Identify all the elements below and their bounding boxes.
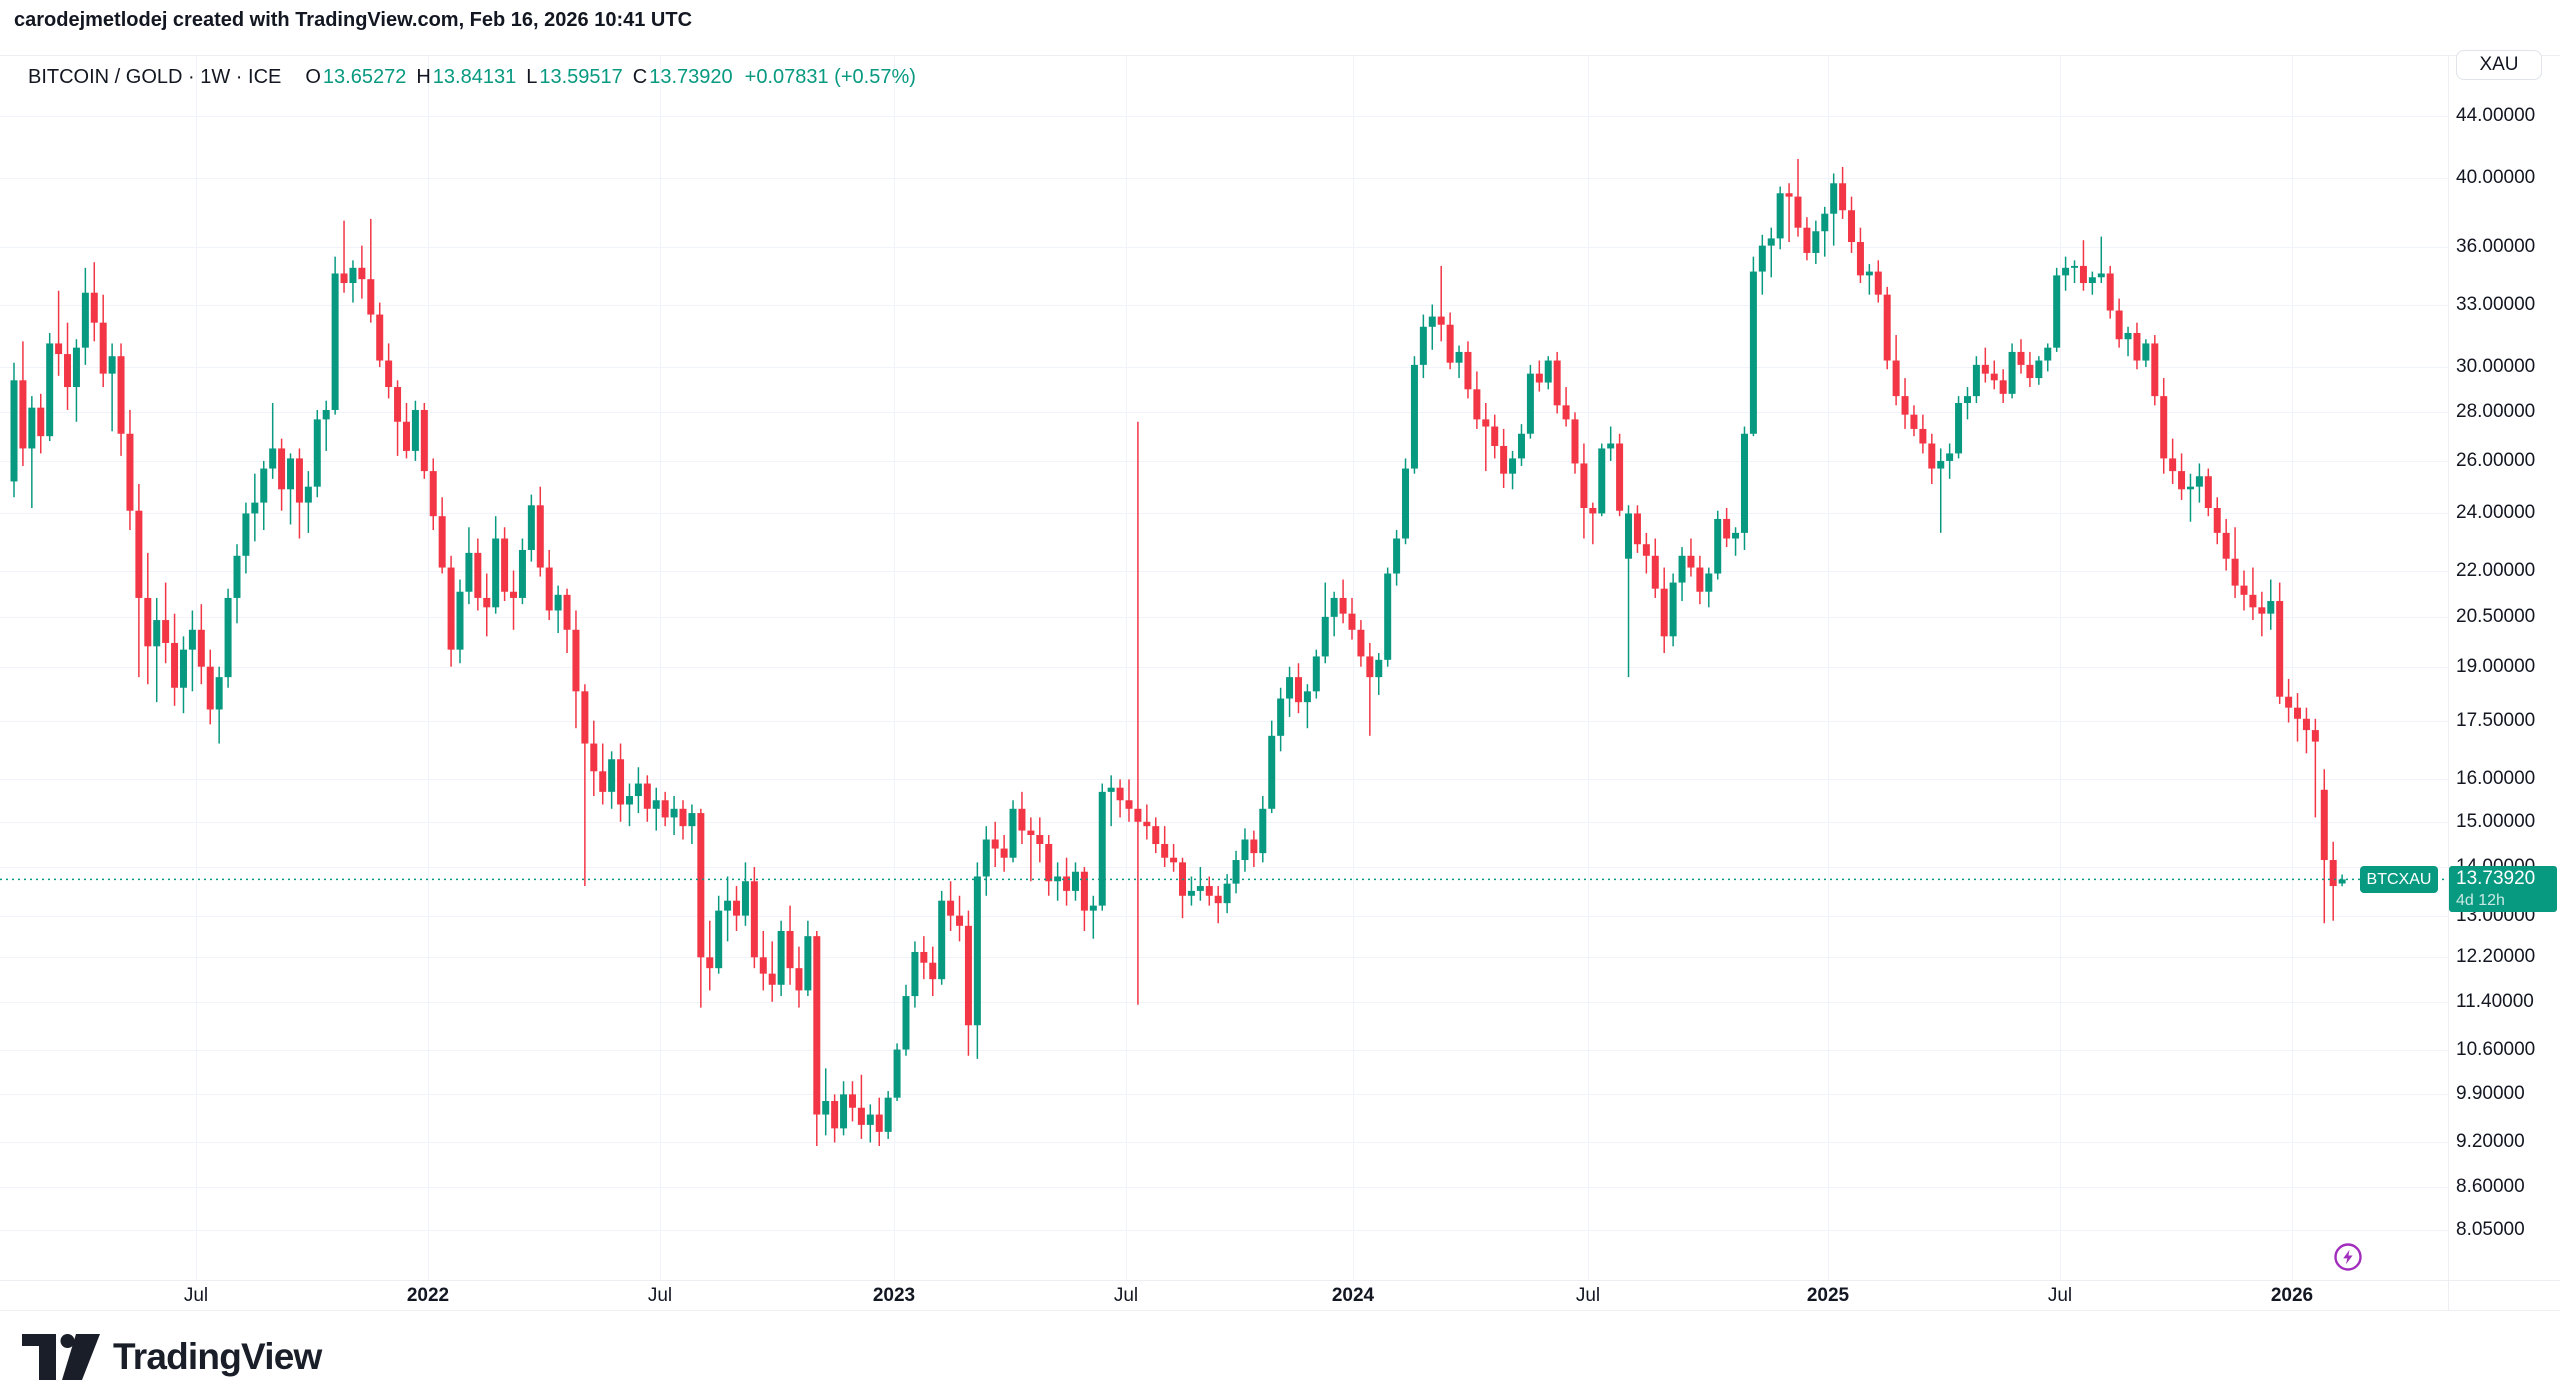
- open-value: 13.65272: [322, 66, 407, 88]
- time-tick-label: 2023: [872, 1285, 916, 1306]
- last-price-value: 13.73920: [2456, 868, 2536, 889]
- price-tick-label: 12.20000: [2456, 946, 2536, 968]
- time-tick-label: Jul: [2047, 1285, 2073, 1306]
- price-axis-divider: [2448, 56, 2449, 1310]
- price-tick-label: 24.00000: [2456, 502, 2536, 524]
- price-tick-label: 40.00000: [2456, 167, 2536, 189]
- time-tick-label: 2024: [1331, 1285, 1375, 1306]
- price-tick-label: 22.00000: [2456, 559, 2536, 581]
- attribution-text: carodejmetlodej created with TradingView…: [14, 9, 693, 31]
- last-price-symbol-chip: BTCXAU: [2360, 866, 2438, 893]
- price-tick-label: 10.60000: [2456, 1038, 2536, 1060]
- pane-top-divider: [0, 55, 2560, 56]
- candlestick-series: [10, 158, 2346, 1147]
- price-tick-label: 28.00000: [2456, 401, 2536, 423]
- high-label: H: [416, 66, 431, 88]
- high-value: 13.84131: [432, 66, 517, 88]
- time-tick-label: 2026: [2270, 1285, 2314, 1306]
- price-scale-currency-button[interactable]: XAU: [2456, 50, 2542, 80]
- lightning-bolt-icon: [2334, 1243, 2362, 1271]
- time-tick-label: 2022: [406, 1285, 450, 1306]
- price-tick-label: 30.00000: [2456, 356, 2536, 378]
- last-price-axis-badge: 13.73920 4d 12h: [2449, 866, 2557, 912]
- price-tick-label: 26.00000: [2456, 449, 2536, 471]
- tradingview-logo-icon: [22, 1334, 100, 1380]
- price-tick-label: 8.05000: [2456, 1219, 2525, 1241]
- time-axis-divider-bottom: [0, 1310, 2560, 1311]
- open-label: O: [305, 66, 321, 88]
- price-tick-label: 16.00000: [2456, 768, 2536, 790]
- low-label: L: [526, 66, 538, 88]
- tradingview-logo[interactable]: TradingView: [22, 1334, 322, 1380]
- time-tick-label: Jul: [647, 1285, 673, 1306]
- tradingview-logo-text: TradingView: [113, 1336, 322, 1377]
- close-value: 13.73920: [649, 66, 733, 88]
- price-tick-label: 33.00000: [2456, 293, 2536, 315]
- price-tick-label: 20.50000: [2456, 605, 2536, 627]
- low-value: 13.59517: [539, 66, 623, 88]
- price-tick-label: 44.00000: [2456, 104, 2536, 126]
- instant-order-button[interactable]: [2333, 1242, 2363, 1272]
- price-tick-label: 11.40000: [2456, 990, 2534, 1012]
- close-label: C: [632, 66, 648, 88]
- symbol-legend: BITCOIN / GOLD · 1W · ICE O 13.65272 H 1…: [28, 66, 916, 89]
- price-tick-label: 17.50000: [2456, 709, 2536, 731]
- time-tick-label: Jul: [183, 1285, 209, 1306]
- time-tick-label: 2025: [1806, 1285, 1850, 1306]
- symbol-title[interactable]: BITCOIN / GOLD · 1W · ICE: [28, 66, 282, 88]
- grid: [0, 56, 2448, 1280]
- change-value: +0.07831 (+0.57%): [744, 66, 916, 88]
- price-tick-label: 9.20000: [2456, 1131, 2525, 1153]
- time-tick-label: Jul: [1575, 1285, 1601, 1306]
- price-tick-label: 8.60000: [2456, 1175, 2525, 1197]
- time-tick-label: Jul: [1113, 1285, 1139, 1306]
- price-tick-label: 9.90000: [2456, 1083, 2525, 1105]
- price-tick-label: 36.00000: [2456, 236, 2536, 258]
- bar-countdown: 4d 12h: [2456, 892, 2505, 909]
- time-axis-divider-top: [0, 1280, 2560, 1281]
- price-tick-label: 19.00000: [2456, 655, 2536, 677]
- price-tick-label: 15.00000: [2456, 810, 2536, 832]
